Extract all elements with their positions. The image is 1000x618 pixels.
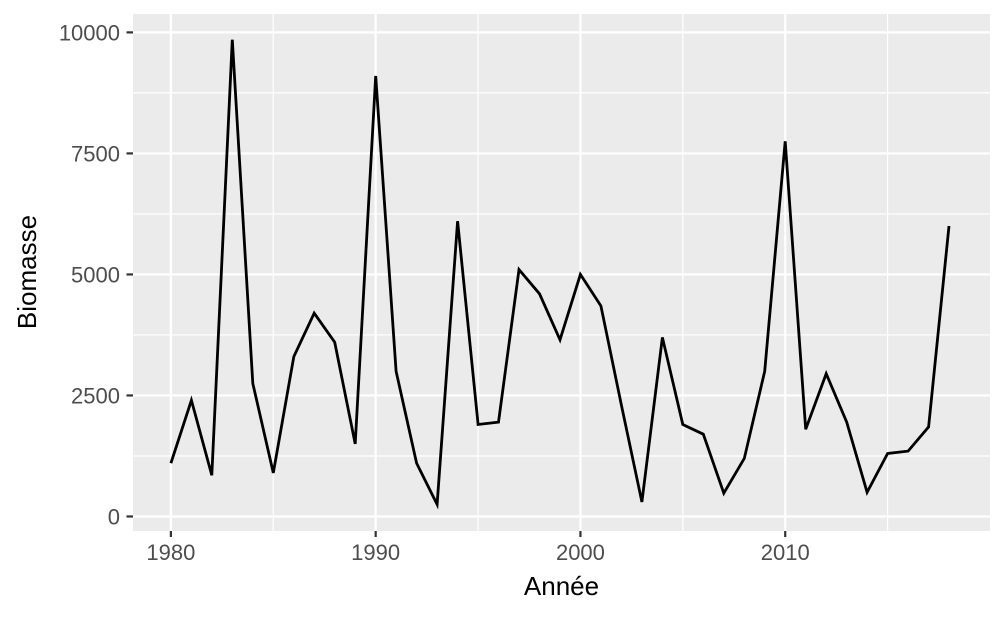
x-tick-label: 1990 [351, 540, 400, 565]
x-axis-title: Année [523, 571, 600, 601]
y-tick-label: 10000 [59, 20, 120, 45]
y-tick-label: 5000 [71, 262, 120, 287]
x-tick-label: 2000 [556, 540, 605, 565]
plot-panel-background [133, 14, 990, 531]
y-tick-label: 7500 [71, 141, 120, 166]
y-tick-label: 2500 [71, 383, 120, 408]
y-axis-title: Biomasse [12, 214, 42, 330]
y-tick-label: 0 [108, 504, 120, 529]
biomasse-series-line [169, 39, 951, 510]
x-tick-label: 2010 [761, 540, 810, 565]
x-tick-label: 1980 [146, 540, 195, 565]
